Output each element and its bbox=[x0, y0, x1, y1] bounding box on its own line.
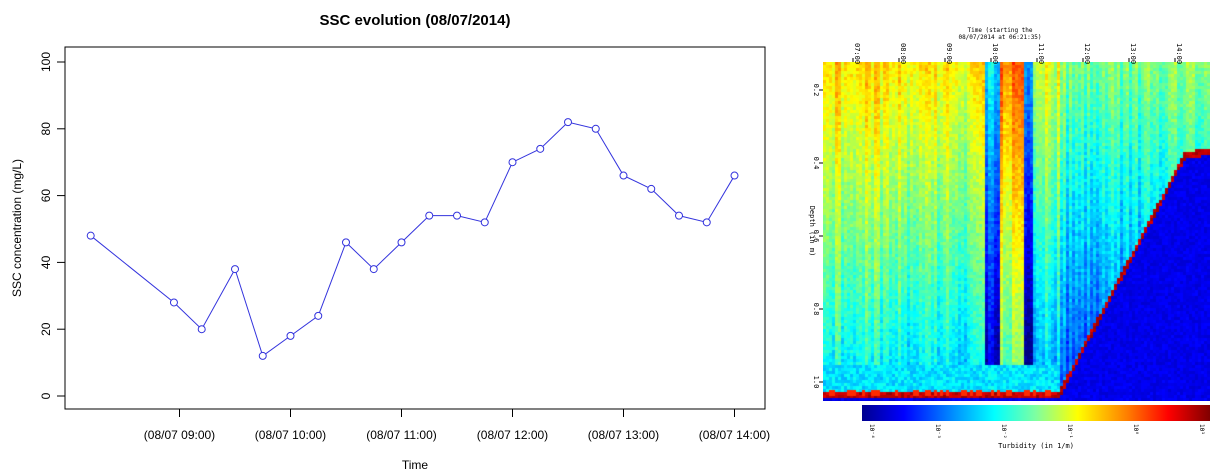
data-point bbox=[425, 211, 434, 220]
colorbar-label: Turbidity (in 1/m) bbox=[998, 442, 1074, 450]
data-point bbox=[369, 265, 378, 274]
y-axis: 0 20 40 60 80 100 bbox=[39, 52, 66, 399]
heatmap-x-tick-label: 10:00 bbox=[991, 43, 999, 64]
data-point bbox=[730, 171, 739, 180]
data-point bbox=[286, 331, 295, 340]
colorbar-tick-label: 10¹ bbox=[1198, 424, 1205, 435]
chart-title: SSC evolution (08/07/2014) bbox=[320, 12, 511, 29]
y-tick-label: 20 bbox=[39, 322, 53, 336]
y-tick-label: 60 bbox=[39, 189, 53, 203]
colorbar-tick-label: 10⁰ bbox=[1132, 424, 1139, 435]
data-point bbox=[169, 298, 178, 307]
heatmap-title-line2: 08/07/2014 at 06:21:35) bbox=[958, 34, 1041, 41]
ssc-line bbox=[90, 121, 735, 357]
y-tick-label: 0 bbox=[39, 392, 53, 399]
data-point bbox=[86, 231, 95, 240]
data-point bbox=[675, 211, 683, 220]
colorbar-tick-label: 10⁻¹ bbox=[1066, 424, 1073, 438]
data-point bbox=[591, 124, 600, 133]
heatmap-x-tick-label: 12:00 bbox=[1083, 43, 1091, 64]
colorbar-tick-label: 10⁻⁴ bbox=[868, 424, 875, 438]
y-tick-label: 80 bbox=[39, 122, 53, 136]
data-point bbox=[619, 171, 628, 180]
turbidity-colorbar bbox=[862, 405, 1210, 421]
heatmap-y-tick-label: 0.2 bbox=[812, 84, 820, 97]
colorbar-tick-label: 10⁻³ bbox=[934, 424, 941, 438]
data-point bbox=[536, 144, 545, 153]
heatmap-y-axis: 0.2 0.4 0.6 0.8 1.0 bbox=[812, 84, 823, 389]
colorbar-tick-label: 10⁻² bbox=[1000, 424, 1007, 438]
x-tick-label: (08/07 13:00) bbox=[588, 428, 659, 442]
x-tick-label: (08/07 09:00) bbox=[144, 428, 215, 442]
colorbar-axis: 10⁻⁴ 10⁻³ 10⁻² 10⁻¹ 10⁰ 10¹ bbox=[868, 424, 1205, 438]
x-tick-label: (08/07 10:00) bbox=[255, 428, 326, 442]
y-tick-label: 40 bbox=[39, 255, 53, 269]
heatmap-x-tick-label: 14:00 bbox=[1175, 43, 1183, 64]
data-point bbox=[231, 265, 239, 274]
data-point bbox=[647, 184, 656, 193]
data-point bbox=[702, 218, 711, 227]
x-tick-label: (08/07 11:00) bbox=[366, 428, 437, 442]
x-tick-label: (08/07 12:00) bbox=[477, 428, 548, 442]
heatmap-y-tick-label: 1.0 bbox=[812, 376, 820, 389]
data-point bbox=[480, 218, 489, 227]
data-point bbox=[258, 351, 267, 360]
data-point bbox=[342, 238, 350, 247]
heatmap-x-axis: 07:00 08:00 09:00 10:00 11:00 12:00 13:00 14:00 bbox=[852, 43, 1183, 64]
data-point bbox=[397, 238, 406, 247]
data-point bbox=[197, 325, 206, 334]
x-axis-label: Time bbox=[402, 458, 429, 472]
y-tick-label: 100 bbox=[39, 52, 53, 72]
heatmap-x-tick-label: 11:00 bbox=[1037, 43, 1045, 64]
turbidity-heatmap bbox=[823, 62, 1210, 401]
plot-frame bbox=[64, 46, 766, 410]
x-tick-label: (08/07 14:00) bbox=[699, 428, 770, 442]
data-point bbox=[453, 211, 461, 220]
heatmap-y-tick-label: 0.6 bbox=[812, 230, 820, 243]
heatmap-x-tick-label: 08:00 bbox=[899, 43, 907, 64]
heatmap-y-axis-label: Depth (in m) bbox=[808, 206, 816, 257]
heatmap-title-line1: Time (starting the bbox=[967, 27, 1032, 34]
heatmap-image bbox=[823, 62, 1210, 401]
data-point bbox=[564, 118, 572, 127]
data-point bbox=[508, 158, 517, 167]
data-point bbox=[314, 311, 323, 320]
heatmap-x-tick-label: 07:00 bbox=[853, 43, 861, 64]
heatmap-x-tick-label: 13:00 bbox=[1129, 43, 1137, 64]
heatmap-y-tick-label: 0.4 bbox=[812, 157, 820, 170]
x-axis: (08/07 09:00) (08/07 10:00) (08/07 11:00) (… bbox=[144, 408, 770, 442]
heatmap-y-tick-label: 0.8 bbox=[812, 303, 820, 316]
ssc-series bbox=[86, 118, 739, 360]
y-axis-label: SSC concentration (mg/L) bbox=[10, 159, 24, 297]
heatmap-x-tick-label: 09:00 bbox=[945, 43, 953, 64]
